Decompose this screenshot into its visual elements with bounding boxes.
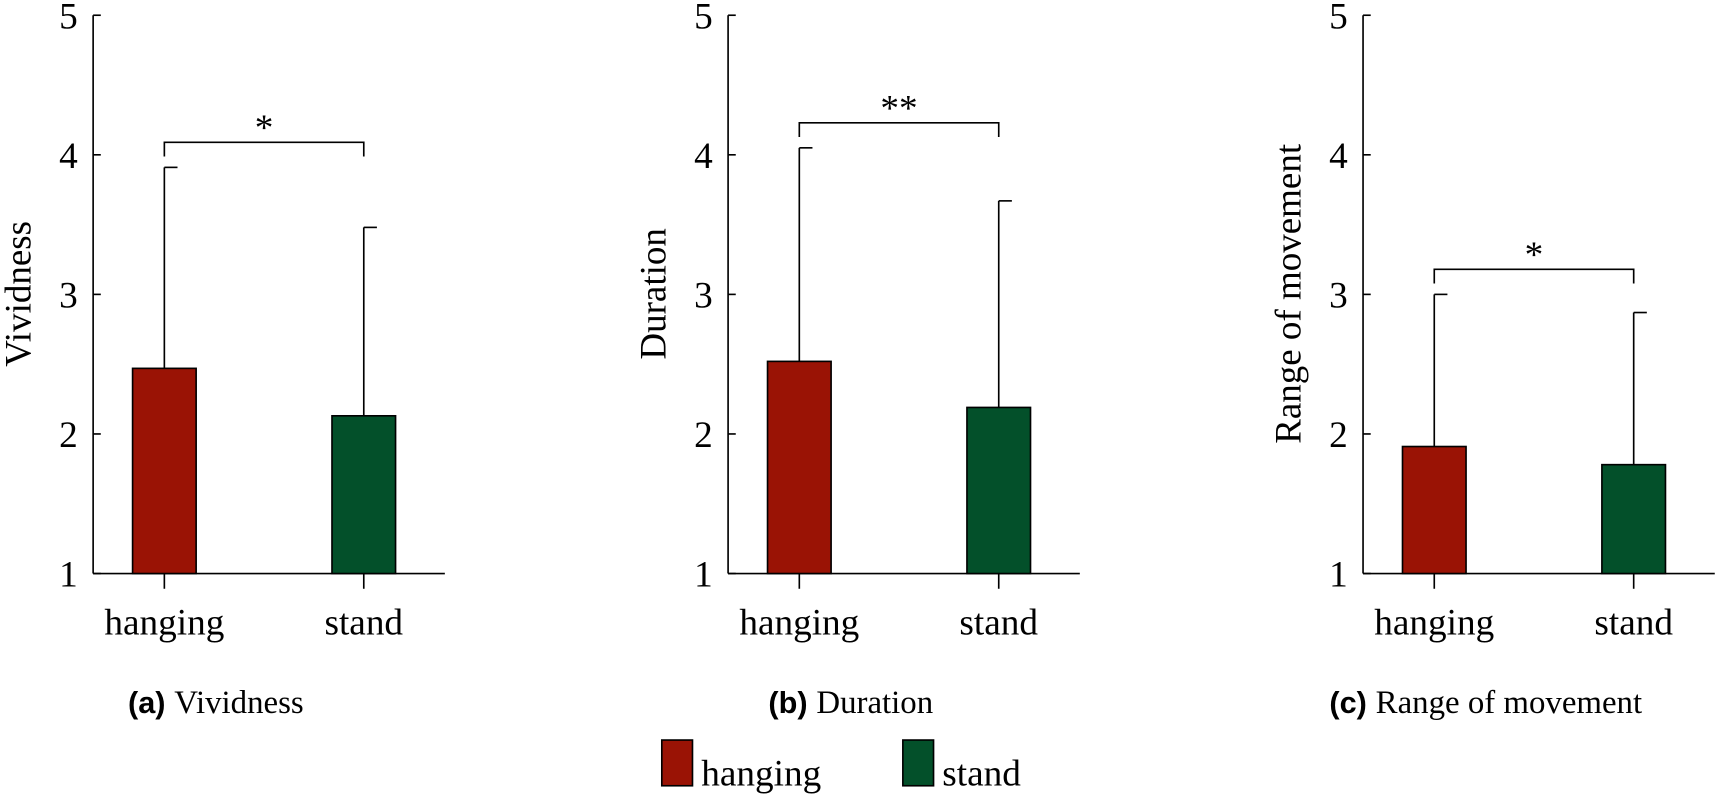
y-tick-label: 2 — [694, 415, 713, 456]
y-tick-label: 1 — [1329, 555, 1348, 596]
caption-text: Duration — [816, 685, 933, 721]
y-tick-label: 4 — [59, 136, 78, 177]
y-axis-label: Range of movement — [1268, 143, 1309, 444]
y-tick-label: 4 — [1329, 136, 1348, 177]
legend-swatch — [902, 739, 935, 787]
x-tick-label: hanging — [104, 603, 224, 644]
bar — [131, 367, 197, 575]
significance-label: * — [255, 108, 274, 149]
y-tick-label: 3 — [59, 276, 78, 317]
x-tick-label: stand — [959, 603, 1038, 644]
legend-label: hanging — [701, 754, 821, 795]
significance-bracket — [798, 121, 1000, 137]
significance-bracket — [163, 141, 365, 157]
y-tick-label: 3 — [694, 276, 713, 317]
legend-swatch — [660, 739, 694, 787]
y-tick-label: 3 — [1329, 276, 1348, 317]
y-tick-label: 2 — [59, 415, 78, 456]
bar — [966, 406, 1032, 575]
y-axis-label: Vividness — [0, 221, 40, 367]
bar — [766, 360, 832, 575]
caption-label: (a) — [128, 686, 165, 720]
y-tick-label: 1 — [59, 555, 78, 596]
y-axis-label: Duration — [634, 228, 675, 359]
y-tick-label: 5 — [59, 0, 78, 37]
caption-text: Range of movement — [1376, 685, 1642, 721]
caption: (b) Duration — [768, 685, 933, 721]
significance-label: ** — [880, 89, 917, 130]
significance-bracket — [1433, 268, 1635, 284]
bar — [1401, 445, 1467, 575]
y-tick-label: 1 — [694, 555, 713, 596]
y-tick-label: 5 — [1329, 0, 1348, 37]
x-tick-label: stand — [324, 603, 403, 644]
bar — [1601, 463, 1667, 575]
bar — [331, 414, 397, 575]
y-tick-label: 2 — [1329, 415, 1348, 456]
significance-label: * — [1525, 235, 1544, 276]
x-tick-label: stand — [1594, 603, 1673, 644]
y-tick-label: 4 — [694, 136, 713, 177]
x-tick-label: hanging — [739, 603, 859, 644]
x-tick-label: hanging — [1374, 603, 1494, 644]
caption-label: (c) — [1329, 686, 1366, 720]
legend-label: stand — [942, 754, 1021, 795]
caption: (c) Range of movement — [1329, 685, 1642, 721]
y-tick-label: 5 — [694, 0, 713, 37]
caption-text: Vividness — [174, 685, 303, 721]
caption-label: (b) — [768, 686, 807, 720]
caption: (a) Vividness — [128, 685, 304, 721]
